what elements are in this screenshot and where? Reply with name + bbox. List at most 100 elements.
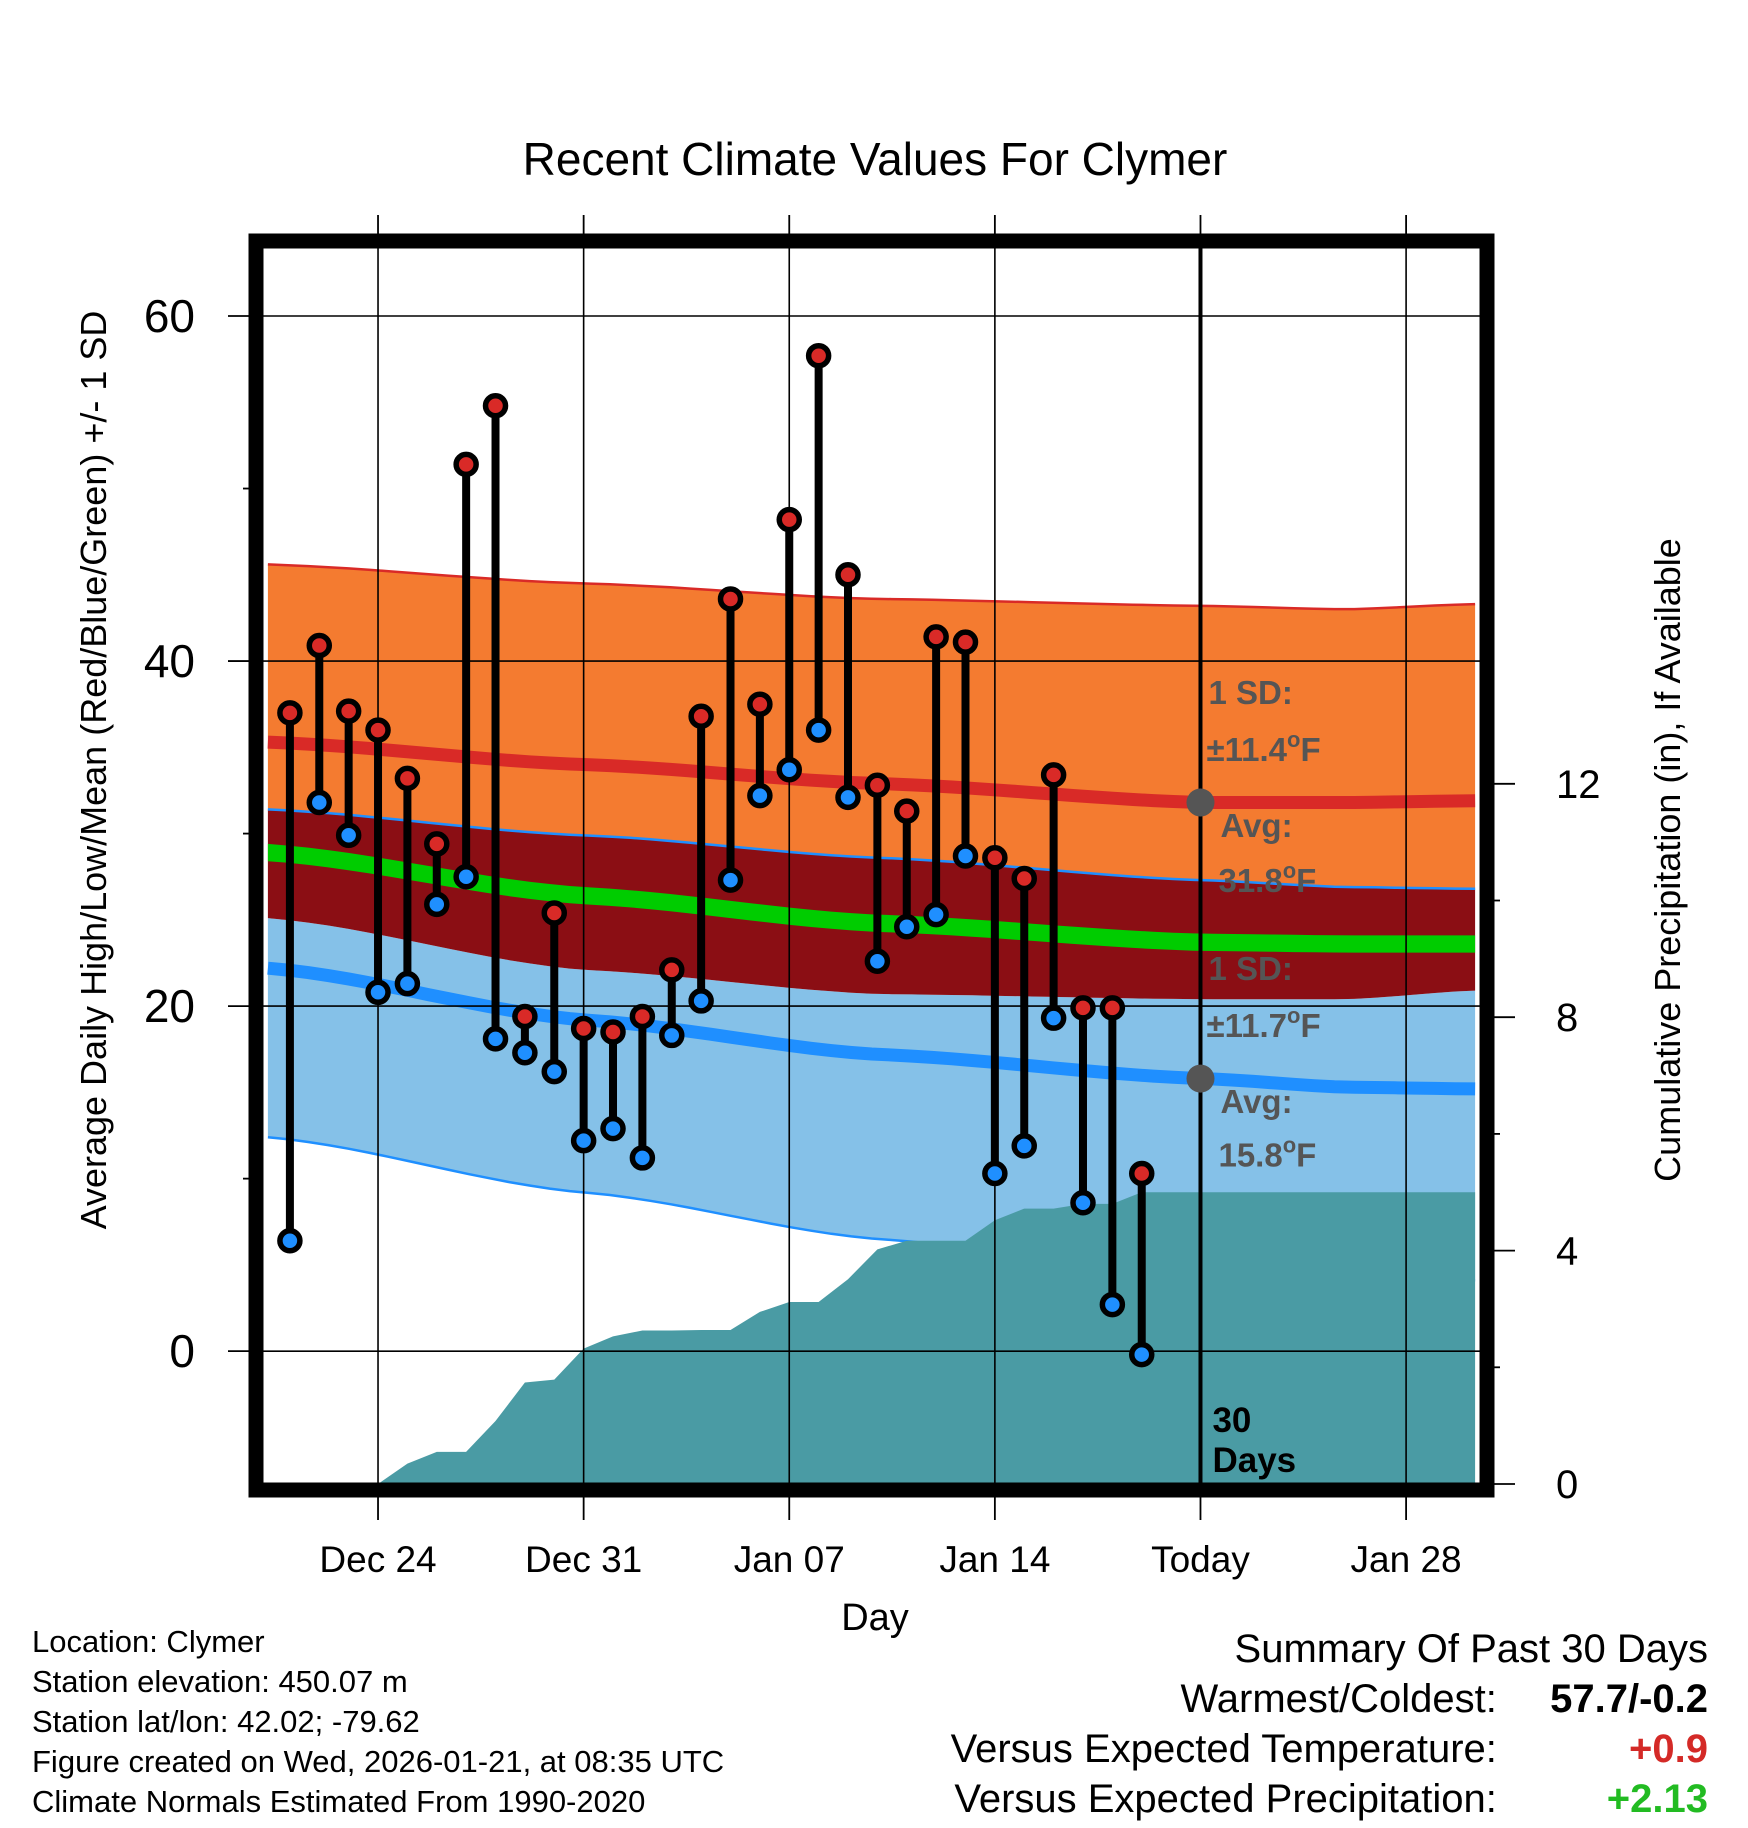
high-point [982, 844, 1008, 871]
low-point [776, 756, 803, 783]
warmest-coldest-value: 57.7/-0.2 [1550, 1677, 1708, 1721]
low-point [365, 979, 391, 1006]
high-point [893, 798, 920, 824]
low-point [570, 1127, 597, 1154]
low-point [394, 970, 421, 997]
low-sd-band [267, 918, 1476, 1281]
high-point [1070, 995, 1096, 1021]
low-point [835, 784, 861, 811]
low-point [600, 1115, 626, 1142]
precip-area [267, 1192, 1476, 1484]
y-tick-label: 0 [169, 1325, 195, 1377]
low-point [541, 1058, 568, 1085]
low-point [306, 789, 333, 816]
y-axis-label: Average Daily High/Low/Mean (Red/Blue/Gr… [73, 311, 114, 1230]
temp-vs-expected-value: +0.9 [1629, 1727, 1708, 1771]
low-sd-value: ±11.7oF [1206, 1003, 1320, 1044]
high-point [424, 831, 450, 857]
axis-ticks [228, 215, 1515, 1520]
low-point [805, 717, 832, 743]
low-avg-value: 15.8oF [1218, 1133, 1316, 1174]
normals-text: Climate Normals Estimated From 1990-2020 [32, 1784, 646, 1819]
low-point [717, 867, 744, 893]
mean-band [267, 843, 1476, 953]
y2-axis-label: Cumulative Precipitation (in), If Availa… [1647, 538, 1688, 1182]
low-point [482, 1026, 509, 1052]
high-point [923, 624, 949, 650]
chart-title: Recent Climate Values For Clymer [523, 133, 1228, 185]
high-point [1040, 762, 1067, 788]
low-point [952, 843, 979, 869]
station-info: Location: Clymer Station elevation: 450.… [32, 1622, 724, 1822]
normal-high-marker [1186, 788, 1215, 817]
high-point [1128, 1160, 1155, 1187]
high-sd-label: 1 SD: [1208, 674, 1292, 711]
x-tick-label: Today [1151, 1539, 1250, 1580]
days-word-label: Days [1212, 1441, 1296, 1480]
high-point [394, 765, 421, 792]
high-point [776, 506, 803, 533]
low-point [335, 822, 362, 849]
created-text: Figure created on Wed, 2026-01-21, at 08… [32, 1744, 725, 1779]
plot-frame [248, 233, 1495, 1498]
high-point [835, 562, 861, 588]
low-point [747, 782, 773, 809]
x-tick-label: Jan 14 [939, 1539, 1050, 1580]
high-point [1099, 995, 1126, 1021]
normal-low-line [267, 961, 1476, 1096]
low-point [688, 988, 714, 1014]
high-avg-value: 31.8oF [1218, 858, 1316, 899]
y2-tick-label: 4 [1556, 1230, 1578, 1274]
high-point [952, 629, 979, 655]
high-point [600, 1019, 626, 1045]
high-point [335, 698, 362, 724]
location-text: Location: Clymer [32, 1624, 265, 1659]
low-point [659, 1022, 685, 1049]
low-point [1040, 1005, 1067, 1031]
precip-vs-expected-value: +2.13 [1606, 1777, 1708, 1821]
low-point [982, 1160, 1008, 1187]
high-point [365, 717, 391, 743]
low-point [1128, 1341, 1155, 1368]
summary-title: Summary Of Past 30 Days [1234, 1627, 1708, 1671]
low-point [277, 1227, 303, 1254]
precip-vs-expected-label: Versus Expected Precipitation: [954, 1777, 1497, 1821]
summary-panel: Summary Of Past 30 Days Warmest/Coldest:… [951, 1624, 1708, 1824]
high-point [688, 703, 714, 730]
x-tick-label: Jan 28 [1351, 1539, 1462, 1580]
high-avg-label: Avg: [1220, 807, 1292, 844]
low-point [512, 1039, 538, 1066]
high-point [864, 772, 891, 799]
low-point [1011, 1133, 1037, 1159]
low-point [893, 913, 920, 940]
high-sd-value: ±11.4oF [1206, 727, 1320, 768]
temp-vs-expected-label: Versus Expected Temperature: [950, 1727, 1497, 1771]
elevation-text: Station elevation: 450.07 m [32, 1664, 408, 1699]
x-tick-label: Dec 31 [525, 1539, 642, 1580]
low-point [864, 948, 891, 975]
y2-tick-label: 12 [1556, 763, 1601, 807]
latlon-text: Station lat/lon: 42.02; -79.62 [32, 1704, 420, 1739]
y-tick-label: 20 [144, 980, 195, 1032]
y-tick-label: 60 [144, 290, 195, 342]
x-tick-label: Jan 07 [734, 1539, 845, 1580]
overlap-band [267, 809, 1476, 1000]
high-point [541, 900, 568, 926]
low-point [629, 1145, 656, 1171]
low-point [923, 901, 949, 928]
high-point [512, 1003, 538, 1030]
high-point [629, 1003, 656, 1030]
high-point [659, 957, 685, 983]
y2-tick-label: 8 [1556, 996, 1578, 1040]
warmest-coldest-label: Warmest/Coldest: [1180, 1677, 1497, 1721]
x-tick-label: Dec 24 [319, 1539, 436, 1580]
y-tick-label: 40 [144, 635, 195, 687]
high-point [453, 451, 479, 478]
high-point [482, 392, 509, 419]
x-axis-label: Day [841, 1597, 909, 1639]
low-point [424, 891, 450, 918]
y2-tick-label: 0 [1556, 1463, 1578, 1507]
high-point [747, 691, 773, 717]
low-point [453, 863, 479, 890]
